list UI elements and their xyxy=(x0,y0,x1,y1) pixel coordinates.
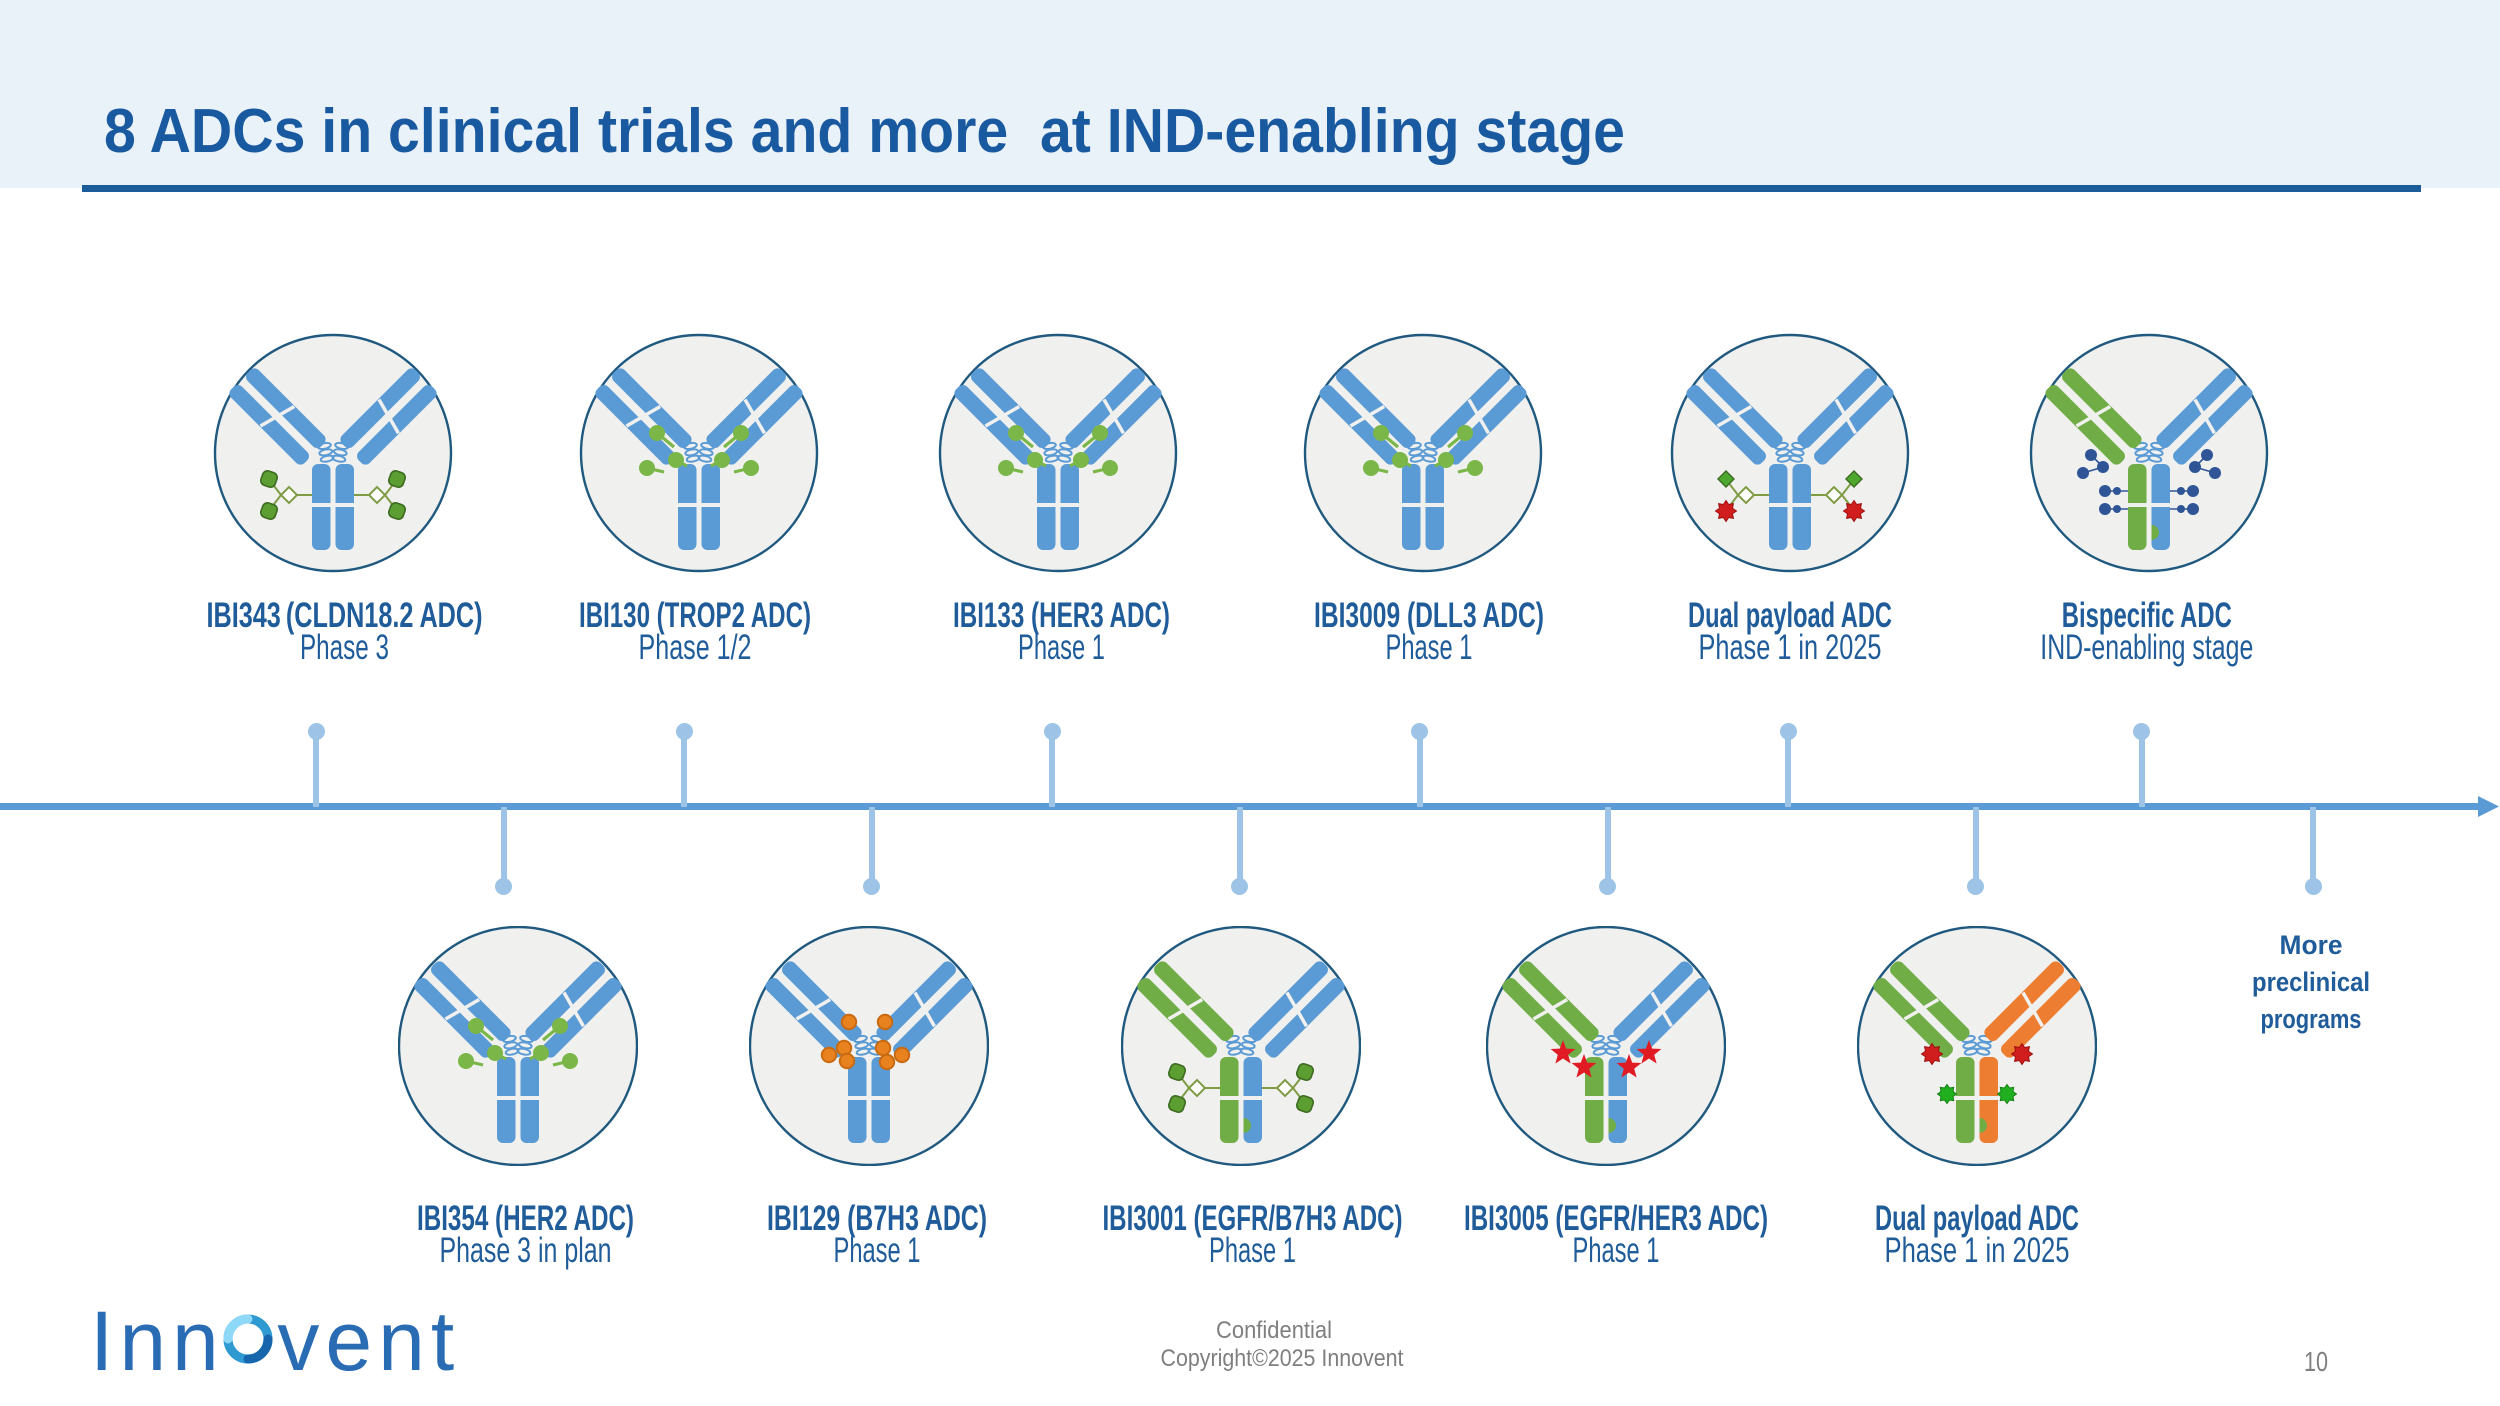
svg-text:IBI133 (HER3 ADC): IBI133 (HER3 ADC) xyxy=(953,596,1170,635)
svg-text:Phase 1 in 2025: Phase 1 in 2025 xyxy=(1885,1231,2070,1270)
svg-text:IBI343 (CLDN18.2 ADC): IBI343 (CLDN18.2 ADC) xyxy=(207,596,483,635)
svg-text:IBI129 (B7H3 ADC): IBI129 (B7H3 ADC) xyxy=(767,1199,987,1238)
svg-text:IBI3005 (EGFR/HER3 ADC): IBI3005 (EGFR/HER3 ADC) xyxy=(1464,1199,1768,1238)
svg-text:Inn: Inn xyxy=(90,1294,225,1388)
svg-text:IBI3001 (EGFR/B7H3 ADC): IBI3001 (EGFR/B7H3 ADC) xyxy=(1103,1199,1403,1238)
svg-text:Phase 1: Phase 1 xyxy=(1209,1231,1296,1270)
svg-text:Bispecific ADC: Bispecific ADC xyxy=(2062,596,2232,635)
svg-text:IBI354 (HER2 ADC): IBI354 (HER2 ADC) xyxy=(417,1199,634,1238)
svg-text:Phase 1: Phase 1 xyxy=(1573,1231,1660,1270)
svg-text:Phase 1 in 2025: Phase 1 in 2025 xyxy=(1699,628,1882,667)
svg-text:Confidential: Confidential xyxy=(1216,1317,1332,1344)
svg-text:10: 10 xyxy=(2304,1346,2328,1377)
svg-text:Phase 1: Phase 1 xyxy=(1386,628,1473,667)
svg-text:IBI3009 (DLL3 ADC): IBI3009 (DLL3 ADC) xyxy=(1314,596,1544,635)
svg-text:Dual payload ADC: Dual payload ADC xyxy=(1688,596,1892,635)
svg-text:More: More xyxy=(2280,930,2343,960)
svg-text:Phase 1: Phase 1 xyxy=(1018,628,1105,667)
svg-text:programs: programs xyxy=(2261,1004,2362,1034)
svg-text:8 ADCs in clinical trials and: 8 ADCs in clinical trials and more at IN… xyxy=(104,97,1625,166)
svg-text:vent: vent xyxy=(277,1294,460,1388)
svg-text:Phase 3: Phase 3 xyxy=(300,628,389,667)
svg-text:Phase 3 in plan: Phase 3 in plan xyxy=(440,1231,612,1270)
svg-text:IND-enabling stage: IND-enabling stage xyxy=(2040,628,2253,667)
svg-text:IBI130 (TROP2 ADC): IBI130 (TROP2 ADC) xyxy=(579,596,811,635)
svg-text:Copyright©2025 Innovent: Copyright©2025 Innovent xyxy=(1161,1345,1404,1372)
svg-text:Dual payload ADC: Dual payload ADC xyxy=(1875,1199,2079,1238)
svg-text:preclinical: preclinical xyxy=(2252,967,2370,997)
svg-text:Phase 1/2: Phase 1/2 xyxy=(639,628,752,667)
svg-text:Phase 1: Phase 1 xyxy=(834,1231,921,1270)
